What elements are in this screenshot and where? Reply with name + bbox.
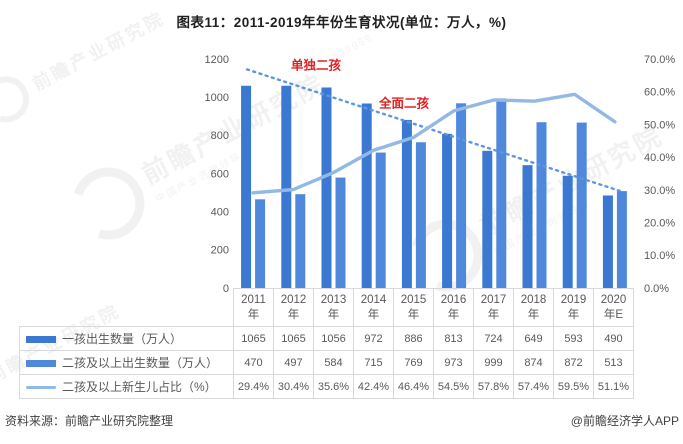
value-cell: 769 <box>393 350 434 375</box>
value-cell: 872 <box>553 350 594 375</box>
value-cell: 51.1% <box>593 374 634 399</box>
trendline <box>245 68 625 194</box>
legend-label: 一孩出生数量（万人） <box>62 332 183 346</box>
value-cell: 497 <box>273 350 314 375</box>
value-cell: 972 <box>353 326 394 351</box>
bar-first-child <box>522 165 533 289</box>
bar-second-child <box>295 194 306 289</box>
value-cell: 1056 <box>313 326 354 351</box>
value-cell: 46.4% <box>393 374 434 399</box>
year-header: 2017 年 <box>473 288 514 327</box>
bar-second-child <box>536 122 547 289</box>
bar-second-child <box>456 103 467 289</box>
bar-second-child <box>496 98 507 289</box>
right-axis-tick: 40.0% <box>644 152 675 164</box>
right-axis-tick: 60.0% <box>644 87 675 99</box>
left-axis-tick: 400 <box>211 207 229 219</box>
table-row: 二孩及以上新生儿占比（%） 29.4% 30.4% 35.6% 42.4% 46.4% 54… <box>19 374 634 399</box>
year-header: 2015 年 <box>393 288 434 327</box>
bar-first-child <box>361 103 372 289</box>
left-axis-tick: 800 <box>211 130 229 142</box>
value-cell: 999 <box>473 350 514 375</box>
value-cell: 649 <box>513 326 554 351</box>
value-cell: 59.5% <box>553 374 594 399</box>
left-axis-tick: 200 <box>211 245 229 257</box>
value-cell: 57.8% <box>473 374 514 399</box>
chart-title: 图表11：2011-2019年年份生育状况(单位：万人，%) <box>176 15 507 30</box>
table-row: 二孩及以上出生数量（万人） 470 497 584 715 769 973 999 874 872… <box>19 350 634 375</box>
legend-swatch-icon <box>26 386 56 390</box>
right-axis-tick: 10.0% <box>644 250 675 262</box>
year-header: 2019 年 <box>553 288 594 327</box>
year-header: 2014 年 <box>353 288 394 327</box>
value-cell: 715 <box>353 350 394 375</box>
value-cell: 1065 <box>233 326 274 351</box>
right-axis-tick: 0.0% <box>644 283 669 295</box>
bar-first-child <box>281 85 292 289</box>
value-cell: 973 <box>433 350 474 375</box>
right-axis-tick: 20.0% <box>644 217 675 229</box>
bar-second-child <box>375 152 386 289</box>
annotation-dandu-erhai: 单独二孩 <box>291 57 342 72</box>
value-cell: 35.6% <box>313 374 354 399</box>
value-cell: 513 <box>593 350 634 375</box>
legend-cell: 一孩出生数量（万人） <box>19 326 234 351</box>
bar-first-child <box>321 87 332 289</box>
bar-second-child <box>576 122 587 290</box>
year-header: 2018 年 <box>513 288 554 327</box>
left-axis-tick: 0 <box>223 283 229 295</box>
year-header: 2011 年 <box>233 288 274 327</box>
legend-swatch-icon <box>26 336 56 344</box>
value-cell: 42.4% <box>353 374 394 399</box>
year-header: 2013 年 <box>313 288 354 327</box>
credit-note: @前瞻经济学人APP <box>570 414 679 428</box>
bar-first-child <box>562 175 573 289</box>
bar-second-child <box>255 199 266 289</box>
right-axis-tick: 30.0% <box>644 185 675 197</box>
value-cell: 886 <box>393 326 434 351</box>
left-axis-tick: 1000 <box>205 92 229 104</box>
year-header: 2012 年 <box>273 288 314 327</box>
right-axis-tick: 70.0% <box>644 54 675 66</box>
legend-label: 二孩及以上新生儿占比（%） <box>62 380 217 394</box>
bar-first-child <box>482 150 493 289</box>
left-axis-tick: 1200 <box>205 54 229 66</box>
bar-first-child <box>442 133 453 289</box>
ratio-line <box>251 92 617 195</box>
value-cell: 1065 <box>273 326 314 351</box>
right-axis-tick: 50.0% <box>644 119 675 131</box>
value-cell: 29.4% <box>233 374 274 399</box>
bar-first-child <box>241 85 252 289</box>
value-cell: 30.4% <box>273 374 314 399</box>
bar-first-child <box>602 195 613 289</box>
bar-second-child <box>616 191 627 289</box>
value-cell: 57.4% <box>513 374 554 399</box>
value-cell: 813 <box>433 326 474 351</box>
value-cell: 54.5% <box>433 374 474 399</box>
chart-data-table: 2011 年 2012 年 2013 年 2014 年 2015 年 2016 年 2017 年 2018 年… <box>19 288 634 399</box>
table-row: 一孩出生数量（万人） 1065 1065 1056 972 886 813 724 649 593… <box>19 326 634 351</box>
year-header: 2016 年 <box>433 288 474 327</box>
bar-second-child <box>335 177 346 289</box>
annotation-quanmian-erhai: 全面二孩 <box>378 95 430 110</box>
legend-label: 二孩及以上出生数量（万人） <box>62 356 219 370</box>
value-cell: 724 <box>473 326 514 351</box>
table-corner <box>20 289 234 327</box>
left-axis-tick: 600 <box>211 168 229 180</box>
value-cell: 470 <box>233 350 274 375</box>
year-header: 2020 年E <box>593 288 634 327</box>
value-cell: 593 <box>553 326 594 351</box>
legend-swatch-icon <box>26 360 56 368</box>
legend-cell: 二孩及以上新生儿占比（%） <box>19 374 234 399</box>
legend-cell: 二孩及以上出生数量（万人） <box>19 350 234 375</box>
value-cell: 490 <box>593 326 634 351</box>
value-cell: 874 <box>513 350 554 375</box>
source-note: 资料来源：前瞻产业研究院整理 <box>5 414 174 428</box>
bar-first-child <box>401 119 412 290</box>
value-cell: 584 <box>313 350 354 375</box>
footer: 资料来源：前瞻产业研究院整理 @前瞻经济学人APP <box>0 412 683 429</box>
bar-second-child <box>415 142 426 289</box>
